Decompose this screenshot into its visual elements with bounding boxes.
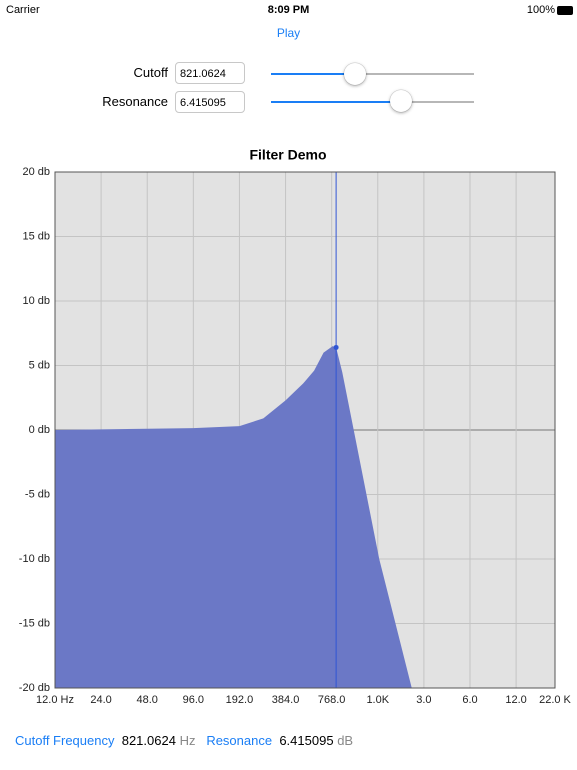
y-tick-label: -5 db bbox=[25, 488, 50, 500]
footer-value: 821.0624 bbox=[121, 733, 176, 748]
y-tick-label: -10 db bbox=[19, 553, 50, 565]
x-tick-label: 24.0 bbox=[90, 694, 111, 706]
y-tick-label: -20 db bbox=[19, 682, 50, 694]
x-tick-label: 6.0 bbox=[462, 694, 477, 706]
x-tick-label: 192.0 bbox=[226, 694, 254, 706]
cutoff-field[interactable]: 821.0624 bbox=[175, 62, 245, 84]
y-tick-label: -15 db bbox=[19, 617, 50, 629]
y-tick-label: 15 db bbox=[22, 230, 50, 242]
cutoff-marker bbox=[333, 344, 339, 350]
resonance-label: Resonance bbox=[102, 94, 168, 109]
footer: Cutoff Frequency 821.0624 Hz Resonance 6… bbox=[15, 733, 353, 748]
chart-title: Filter Demo bbox=[249, 147, 326, 163]
response-area bbox=[55, 346, 412, 688]
x-tick-label: 384.0 bbox=[272, 694, 300, 706]
footer-label: Resonance bbox=[206, 733, 273, 748]
slider-fill bbox=[271, 101, 401, 103]
chart: Filter Demo -20 db -15 db -10 db -5 db 0 db 5… bbox=[19, 147, 572, 706]
cutoff-slider[interactable] bbox=[344, 63, 366, 85]
footer-label: Cutoff Frequency bbox=[15, 733, 115, 748]
y-tick-label: 5 db bbox=[29, 359, 50, 371]
cutoff-label: Cutoff bbox=[133, 65, 168, 80]
slider-fill bbox=[271, 73, 355, 75]
x-tick-label: 3.0 bbox=[416, 694, 431, 706]
battery-icon bbox=[557, 6, 573, 15]
x-tick-label: 96.0 bbox=[183, 694, 204, 706]
footer-unit: Hz bbox=[179, 733, 196, 748]
y-tick-label: 20 db bbox=[22, 166, 50, 178]
slider-track bbox=[271, 73, 474, 75]
x-tick-label: 12.0 Hz bbox=[36, 694, 74, 706]
y-tick-label: 10 db bbox=[22, 295, 50, 307]
x-tick-label: 22.0 K bbox=[539, 694, 571, 706]
resonance-field[interactable]: 6.415095 bbox=[175, 91, 245, 113]
footer-unit: dB bbox=[337, 733, 354, 748]
plot-border bbox=[54, 171, 556, 689]
x-tick-label: 1.0K bbox=[366, 694, 389, 706]
battery: 100% bbox=[526, 4, 555, 16]
footer-value: 6.415095 bbox=[279, 733, 334, 748]
clock: 8:09 PM bbox=[267, 4, 310, 16]
resonance-slider[interactable] bbox=[390, 90, 412, 112]
play-button[interactable]: Play bbox=[276, 26, 301, 40]
x-tick-label: 48.0 bbox=[137, 694, 158, 706]
y-tick-label: 0 db bbox=[29, 424, 50, 436]
carrier: Carrier bbox=[6, 4, 40, 16]
x-tick-label: 12.0 bbox=[505, 694, 526, 706]
x-tick-label: 768.0 bbox=[318, 694, 346, 706]
